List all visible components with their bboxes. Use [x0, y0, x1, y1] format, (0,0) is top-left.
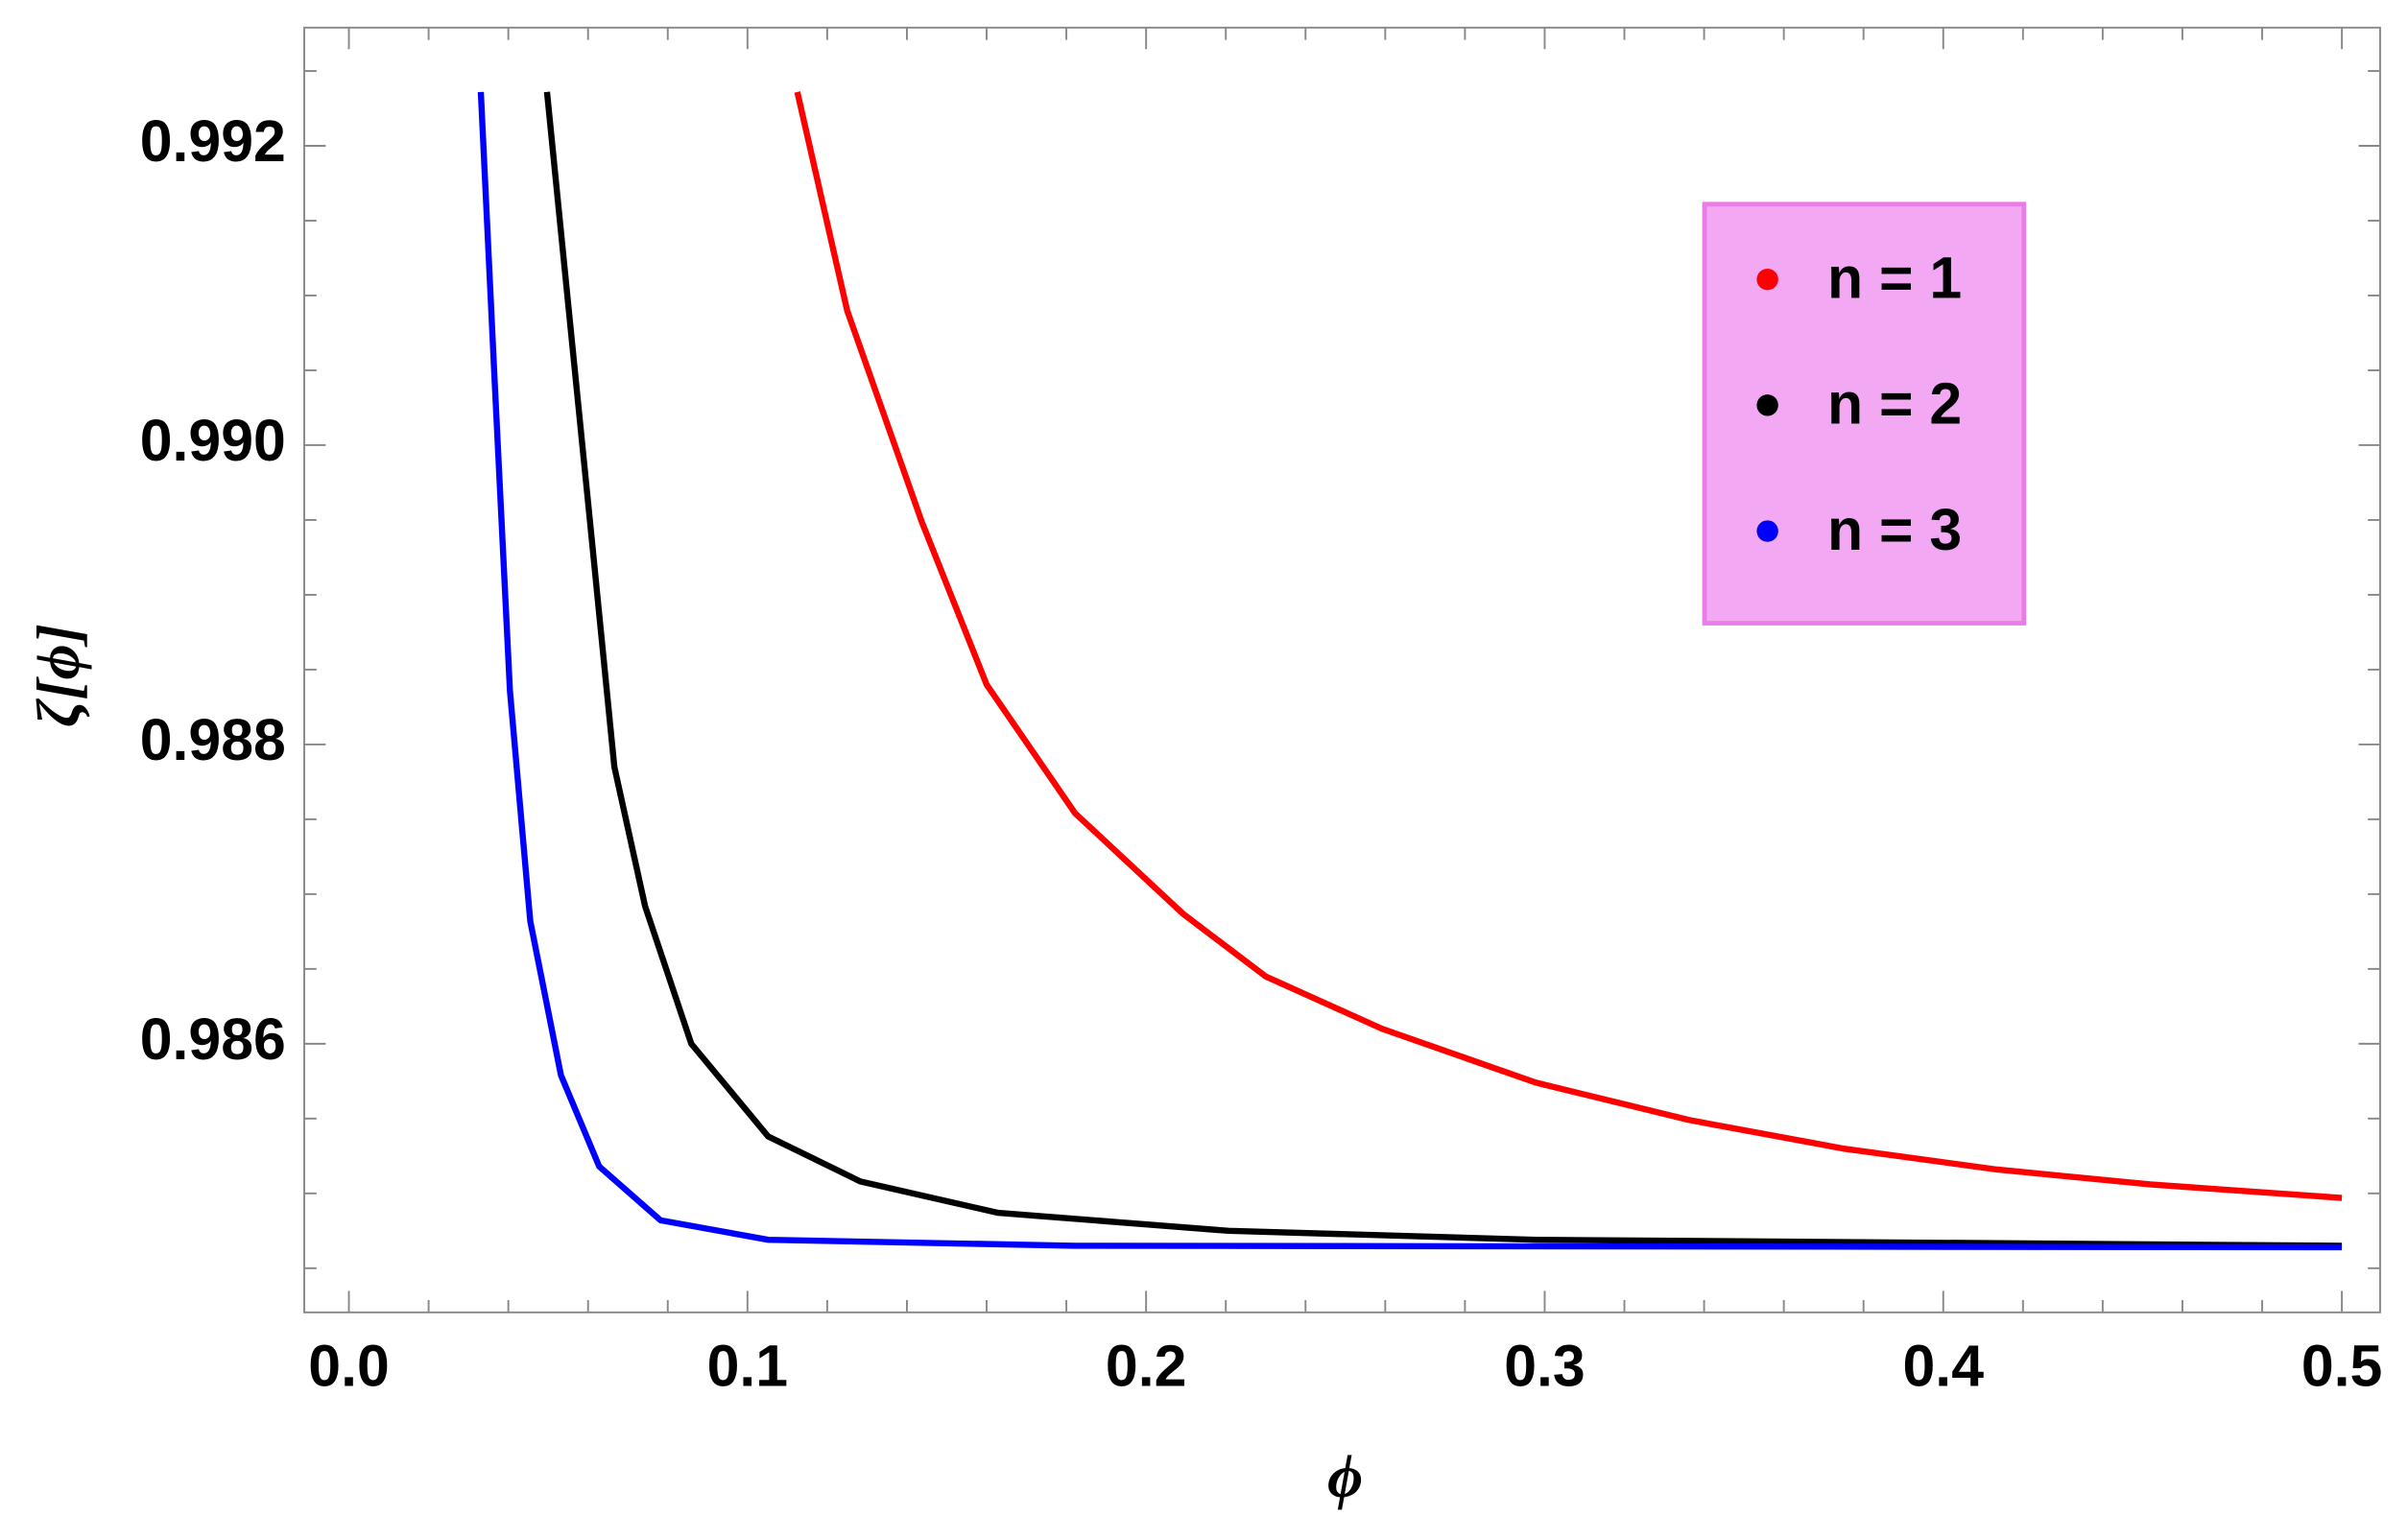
legend-marker — [1756, 268, 1778, 291]
y-axis-label: ζ[ϕ] — [24, 624, 92, 727]
legend-text: n = 1 — [1827, 245, 1962, 310]
series-line — [794, 91, 2343, 1201]
plot-frame — [303, 26, 2381, 1313]
legend-text: n = 3 — [1827, 497, 1962, 562]
legend-text: n = 2 — [1827, 371, 1962, 437]
x-axis-label: ϕ — [1327, 1442, 1363, 1510]
legend-box — [1702, 201, 2027, 626]
legend-marker — [1756, 520, 1778, 542]
x-tick-label: 0.1 — [707, 1334, 789, 1399]
x-tick-label: 0.3 — [1504, 1334, 1585, 1399]
x-tick-label: 0.5 — [2301, 1334, 2383, 1399]
legend-marker — [1756, 394, 1778, 416]
series-line — [543, 91, 2343, 1249]
y-tick-label: 0.986 — [140, 1006, 286, 1072]
y-tick-label: 0.988 — [140, 707, 286, 772]
series-line — [477, 91, 2343, 1251]
x-tick-label: 0.4 — [1903, 1334, 1985, 1399]
x-tick-label: 0.2 — [1106, 1334, 1187, 1399]
y-tick-label: 0.992 — [140, 108, 286, 174]
x-tick-label: 0.0 — [308, 1334, 390, 1399]
y-tick-label: 0.990 — [140, 408, 286, 473]
